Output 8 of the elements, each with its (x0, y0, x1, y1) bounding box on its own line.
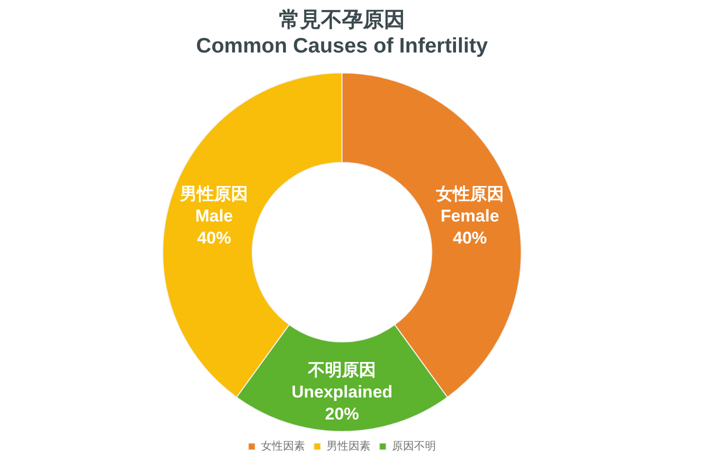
legend-label: 男性因素 (326, 440, 370, 453)
data-label: 男性原因 Male 40% (179, 184, 248, 248)
legend-label: 女性因素 (260, 440, 305, 453)
data-label: 女性原因 Female 40% (434, 184, 504, 248)
data-label: 不明原因 Unexplained 20% (291, 360, 393, 424)
chart-subtitle: Common Causes of Infertility (196, 34, 488, 58)
chart-title: 常見不孕原因 (279, 8, 405, 32)
legend-label: 原因不明 (392, 440, 436, 453)
